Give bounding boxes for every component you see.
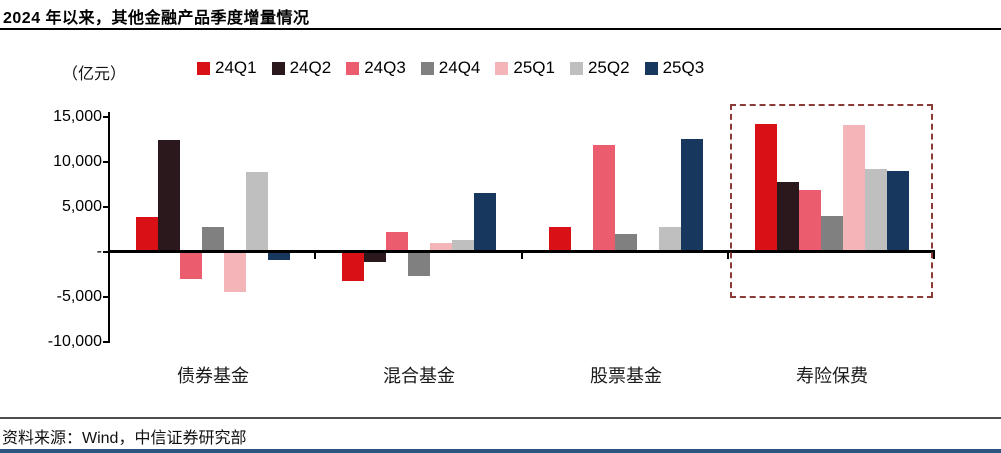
bar-24Q4-混合基金 [408,253,430,276]
x-category-label-债券基金: 债券基金 [177,366,249,386]
y-tick-mark-2 [103,206,110,208]
x-axis [110,250,935,253]
bar-24Q2-寿险保费 [777,182,799,250]
y-tick-mark-5 [103,341,110,343]
legend-label-25Q1: 25Q1 [513,58,555,77]
x-axis-section-tick-2 [521,253,523,259]
y-tick-label-1: 10,000 [53,153,102,170]
y-tick-label-5: -10,000 [47,333,102,350]
bar-24Q4-股票基金 [615,234,637,250]
legend-item-24Q1: 24Q1 [197,58,257,78]
y-tick-mark-3 [103,251,110,253]
bar-24Q1-混合基金 [342,253,364,281]
legend-item-25Q1: 25Q1 [495,58,555,78]
bar-24Q3-债券基金 [180,253,202,279]
bar-24Q3-混合基金 [386,232,408,250]
legend-item-25Q2: 25Q2 [569,58,630,78]
y-tick-label-2: 5,000 [61,198,102,215]
bar-25Q2-寿险保费 [865,169,887,250]
y-tick-mark-4 [103,296,110,298]
legend-swatch-25Q2 [569,61,583,75]
footer-divider [0,417,1001,419]
bar-25Q3-寿险保费 [887,171,909,250]
legend-item-24Q2: 24Q2 [271,58,332,78]
bar-25Q3-混合基金 [474,193,496,250]
highlight-box-寿险保费 [730,104,933,298]
legend-item-25Q3: 25Q3 [644,58,705,78]
legend-item-24Q4: 24Q4 [420,58,481,78]
legend-label-24Q3: 24Q3 [364,58,406,77]
y-tick-mark-1 [103,161,110,163]
legend-swatch-24Q4 [420,61,434,75]
x-category-label-股票基金: 股票基金 [590,366,662,386]
bar-25Q1-混合基金 [430,243,452,250]
legend-label-25Q2: 25Q2 [587,58,630,77]
bar-25Q3-股票基金 [681,139,703,250]
legend-swatch-25Q3 [644,61,658,75]
legend-label-24Q4: 24Q4 [438,58,481,77]
legend-item-24Q3: 24Q3 [346,58,406,78]
legend-label-24Q2: 24Q2 [289,58,332,77]
legend-swatch-24Q3 [346,61,360,75]
legend-label-24Q1: 24Q1 [215,58,257,77]
y-axis [108,112,110,342]
y-tick-label-0: 15,000 [53,108,102,125]
bar-25Q3-债券基金 [268,253,290,260]
x-category-label-寿险保费: 寿险保费 [796,366,868,386]
bar-25Q2-混合基金 [452,240,474,250]
y-tick-label-3: - [96,243,102,260]
legend-label-25Q3: 25Q3 [662,58,705,77]
x-axis-section-tick-4 [933,253,935,259]
source-note: 资料来源：Wind，中信证券研究部 [2,430,247,447]
legend-swatch-24Q2 [271,61,285,75]
bar-24Q3-股票基金 [593,145,615,250]
bar-25Q2-股票基金 [659,227,681,250]
x-axis-section-tick-3 [727,253,729,259]
bar-24Q1-股票基金 [549,227,571,250]
bar-25Q1-债券基金 [224,253,246,292]
bar-24Q4-寿险保费 [821,216,843,250]
footer-accent-bar [0,449,1001,453]
bar-24Q1-寿险保费 [755,124,777,250]
bar-24Q1-债券基金 [136,217,158,250]
y-tick-label-4: -5,000 [56,288,102,305]
y-axis-unit-label: （亿元） [62,66,127,83]
chart-title: 2024 年以来，其他金融产品季度增量情况 [3,10,310,27]
bar-24Q2-债券基金 [158,140,180,250]
bar-25Q2-债券基金 [246,172,268,250]
legend-swatch-24Q1 [197,61,210,75]
x-category-label-混合基金: 混合基金 [383,366,455,386]
bar-24Q2-混合基金 [364,253,386,262]
title-underline [0,28,1001,30]
legend-swatch-25Q1 [495,61,509,75]
bar-24Q4-债券基金 [202,227,224,250]
x-axis-section-tick-1 [314,253,316,259]
y-tick-mark-0 [103,116,110,118]
legend: 24Q1 24Q2 24Q3 24Q4 25Q1 25Q2 25Q3 [197,58,704,78]
bar-25Q1-寿险保费 [843,125,865,250]
bar-24Q3-寿险保费 [799,190,821,250]
